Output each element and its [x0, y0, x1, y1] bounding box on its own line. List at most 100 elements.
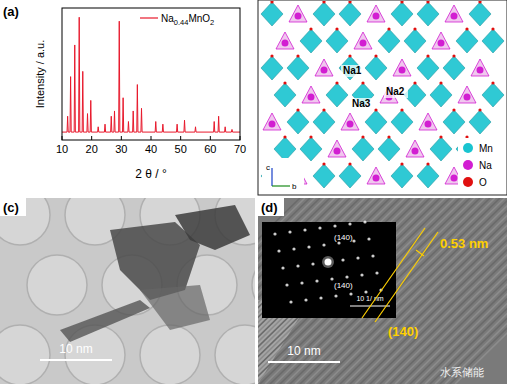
na-atom [425, 121, 432, 128]
o-atom [361, 81, 364, 84]
na-polyhedron [302, 86, 320, 103]
mn-octahedron [261, 56, 283, 80]
x-tick [121, 136, 122, 140]
na-atom [321, 67, 328, 74]
o-atom [348, 1, 351, 4]
diffraction-spot [285, 283, 288, 286]
mn-octahedron [326, 29, 348, 53]
na-polyhedron [315, 59, 333, 76]
na-atom [412, 148, 419, 155]
mn-octahedron [274, 83, 296, 107]
na-polyhedron [432, 32, 450, 49]
legend-label: Na0.44MnO2 [161, 13, 214, 27]
plot-frame [62, 8, 240, 140]
mn-octahedron [339, 164, 361, 188]
na-atom [451, 13, 458, 20]
diffraction-spot [315, 279, 318, 282]
mn-octahedron [456, 29, 478, 53]
mn-octahedron [391, 2, 413, 26]
mn-octahedron [469, 2, 491, 26]
o-atom [413, 27, 416, 30]
mn-octahedron [352, 137, 374, 161]
site-label: Na2 [386, 86, 405, 97]
x-tick [180, 136, 181, 140]
mn-octahedron [313, 164, 335, 188]
o-atom [309, 135, 312, 138]
mn-octahedron [443, 110, 465, 134]
mn-octahedron [417, 56, 439, 80]
spot-label: (140) [334, 233, 353, 242]
particle [60, 300, 150, 342]
na-atom [464, 94, 471, 101]
mn-octahedron [339, 2, 361, 26]
hole [252, 255, 255, 315]
na-polyhedron [328, 140, 346, 157]
na-polyhedron [341, 113, 359, 130]
diffraction-spot [319, 296, 322, 299]
o-atom [296, 108, 299, 111]
site-label: Na3 [352, 98, 371, 109]
fringe [260, 198, 450, 384]
plot-lines [62, 17, 240, 132]
x-tick-label: 20 [86, 143, 98, 155]
mn-octahedron [261, 2, 283, 26]
scale-bar-label: 10 nm [287, 344, 320, 358]
diffraction-spot [311, 262, 314, 265]
x-tick [151, 136, 152, 140]
na-polyhedron [354, 32, 372, 49]
diffraction-spot [277, 249, 280, 252]
na-polyhedron [471, 59, 489, 76]
hole [215, 325, 255, 384]
fringe-marker [375, 232, 438, 322]
na-polyhedron [419, 113, 437, 130]
mn-octahedron [391, 110, 413, 134]
diffraction-spot [300, 281, 303, 284]
label-bg [258, 198, 284, 216]
label-bg [384, 86, 408, 98]
o-atom [270, 1, 273, 4]
diffraction-spot [352, 239, 355, 242]
fringe [455, 198, 507, 384]
o-atom [439, 135, 442, 138]
spacing-arrow [416, 250, 424, 256]
x-tick-label: 50 [175, 143, 187, 155]
o-atom [400, 108, 403, 111]
legend-swatch [463, 143, 473, 153]
na-atom [373, 175, 380, 182]
o-atom [348, 162, 351, 165]
mn-octahedron [378, 137, 400, 161]
mn-octahedron [365, 56, 387, 80]
diffraction-spot [367, 237, 370, 240]
legend-label: O [479, 177, 487, 188]
mn-octahedron [300, 29, 322, 53]
o-atom [348, 54, 351, 57]
panel-label: (d) [261, 200, 278, 215]
diffraction-spot [289, 300, 292, 303]
mn-octahedron [300, 137, 322, 161]
o-atom [270, 54, 273, 57]
fringe [450, 198, 507, 384]
diffraction-spot [325, 259, 332, 266]
hrtem-image [258, 198, 507, 384]
label-bg [341, 65, 365, 77]
diffraction-spot [322, 243, 325, 246]
o-atom [478, 108, 481, 111]
legend-swatch [140, 17, 158, 18]
mn-octahedron [313, 2, 335, 26]
o-atom [374, 54, 377, 57]
na-atom [399, 67, 406, 74]
panel-d: (140)(140)10 1/ nm0.53 nm(140)(d)10 nm水系… [110, 198, 507, 384]
hole [140, 325, 200, 384]
o-atom [400, 162, 403, 165]
axis-label: b [292, 182, 297, 191]
x-tick-label: 30 [115, 143, 127, 155]
o-atom [283, 135, 286, 138]
o-atom [335, 81, 338, 84]
hole [27, 255, 87, 315]
na-polyhedron [393, 59, 411, 76]
legend-label: Mn [479, 143, 493, 154]
na-atom [334, 148, 341, 155]
na-atom [438, 40, 445, 47]
diffraction-spot [363, 220, 366, 223]
panel-a: (a)10203040506070Na0.44MnO22 θ / °Intens… [3, 4, 246, 181]
